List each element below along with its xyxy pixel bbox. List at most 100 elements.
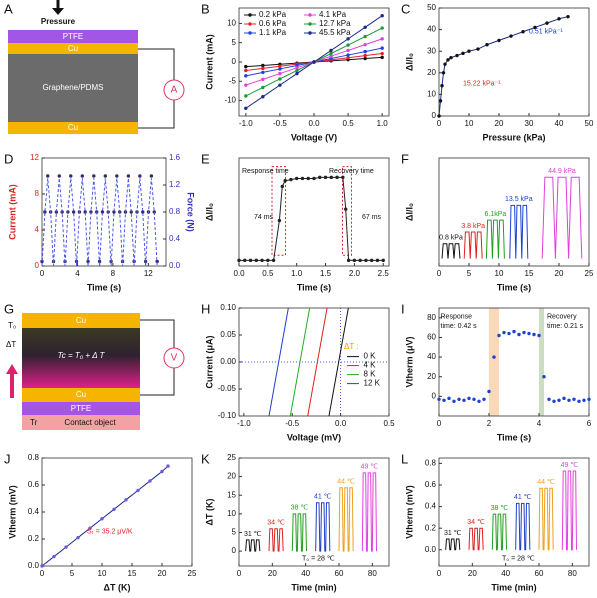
series-label: 0.8 kPa xyxy=(439,235,463,242)
data-point xyxy=(346,48,350,53)
annotation: Response xyxy=(441,313,473,320)
legend-label: 4.1 kPa xyxy=(319,10,347,19)
x-tick-label: 10 xyxy=(495,269,504,278)
wire xyxy=(140,368,175,396)
cu-layer xyxy=(22,313,140,328)
x-axis-label: Voltage (mV) xyxy=(287,432,341,442)
data-point xyxy=(455,53,459,58)
data-point xyxy=(369,258,374,263)
plot-frame xyxy=(238,457,390,567)
data-point xyxy=(97,259,102,264)
data-point xyxy=(462,398,466,402)
series-label: 34 ℃ xyxy=(267,520,285,527)
data-point xyxy=(166,464,170,468)
series-line xyxy=(509,204,529,259)
meter xyxy=(163,79,185,101)
data-point xyxy=(152,210,156,214)
wire xyxy=(140,319,175,348)
y-tick-label: -0.10 xyxy=(218,411,237,420)
series-line xyxy=(361,472,377,552)
data-point xyxy=(243,258,247,263)
data-point xyxy=(103,174,108,178)
y-tick-label: 0.8 xyxy=(425,459,437,468)
series-label: 34 ℃ xyxy=(467,519,485,526)
y-tick-label: 12 xyxy=(30,153,39,162)
data-point xyxy=(261,70,265,75)
data-point xyxy=(443,62,447,66)
legend-label: 12 K xyxy=(364,379,381,388)
x-tick-label: 25 xyxy=(188,569,197,578)
x-tick-label: 4 xyxy=(75,269,80,278)
data-point xyxy=(112,507,116,511)
data-point xyxy=(449,55,453,60)
data-point xyxy=(149,174,154,178)
data-point xyxy=(557,398,561,402)
series-label: 38 ℃ xyxy=(291,505,309,512)
data-point xyxy=(261,63,265,68)
data-point xyxy=(542,375,546,379)
y-axis-label: Vtherm (mV) xyxy=(7,485,17,539)
y2-tick-label: 0.8 xyxy=(169,207,181,216)
data-point xyxy=(522,330,526,335)
series-line xyxy=(245,539,261,552)
data-point xyxy=(138,174,142,178)
y-tick-label: 40 xyxy=(427,25,436,34)
diagram-a: A Pressure PTFE Cu Graphene/PDMS Cu A xyxy=(4,0,185,134)
data-point xyxy=(261,66,265,71)
legend-marker xyxy=(308,22,312,26)
data-point xyxy=(71,210,76,214)
data-point xyxy=(248,258,253,263)
annotation: 0.51 kPa⁻¹ xyxy=(529,29,563,36)
series-line xyxy=(289,307,311,417)
gradient-layer xyxy=(22,328,140,388)
arrow-head xyxy=(52,8,64,15)
x-axis-label: ΔT (K) xyxy=(104,582,131,592)
data-point xyxy=(582,398,586,402)
legend-label: 8 K xyxy=(364,370,377,379)
data-point xyxy=(461,51,465,56)
x-axis-label: Pressure (kPa) xyxy=(482,132,545,142)
data-point xyxy=(329,48,333,53)
data-point xyxy=(100,517,104,521)
data-point xyxy=(457,397,461,402)
y-tick-label: 5 xyxy=(232,528,237,537)
x-tick-label: -0.5 xyxy=(285,419,299,428)
wire xyxy=(138,48,175,80)
x-axis-label: Time (min) xyxy=(291,582,336,592)
highlight-band xyxy=(488,308,499,416)
panel-label: J xyxy=(4,451,11,466)
data-point xyxy=(477,399,481,403)
data-point xyxy=(312,60,316,64)
y-tick-label: 0.05 xyxy=(220,330,236,339)
legend-label: 0 K xyxy=(364,352,377,361)
data-point xyxy=(517,332,521,337)
highlight-box xyxy=(342,166,352,256)
layer-label: Cu xyxy=(68,123,78,132)
cu-layer xyxy=(22,388,140,402)
panel-label: F xyxy=(401,151,409,166)
dt-label: ΔT xyxy=(6,340,16,349)
series-line xyxy=(268,528,284,552)
y2-tick-label: 1.2 xyxy=(169,180,181,189)
meter-label: V xyxy=(171,353,178,364)
data-point xyxy=(112,210,116,214)
data-point xyxy=(306,176,310,181)
layer-label: Cu xyxy=(76,390,86,399)
x-tick-label: 1.0 xyxy=(377,119,389,128)
x-tick-label: 0.0 xyxy=(335,419,347,428)
data-point xyxy=(278,77,282,81)
data-point xyxy=(278,83,282,87)
data-point xyxy=(40,259,44,264)
panel-label: L xyxy=(401,451,408,466)
plot-frame xyxy=(238,157,390,267)
data-point xyxy=(244,74,248,78)
x-axis-label: Time (min) xyxy=(491,582,536,592)
data-point xyxy=(261,85,265,90)
series-line xyxy=(468,527,484,551)
data-point xyxy=(545,21,549,25)
y-tick-label: 0.2 xyxy=(28,534,40,543)
data-point xyxy=(43,210,47,214)
y-tick-label: -5 xyxy=(229,76,237,85)
x-tick-label: 0.5 xyxy=(383,419,395,428)
series-label: 6.1kPa xyxy=(485,211,507,218)
